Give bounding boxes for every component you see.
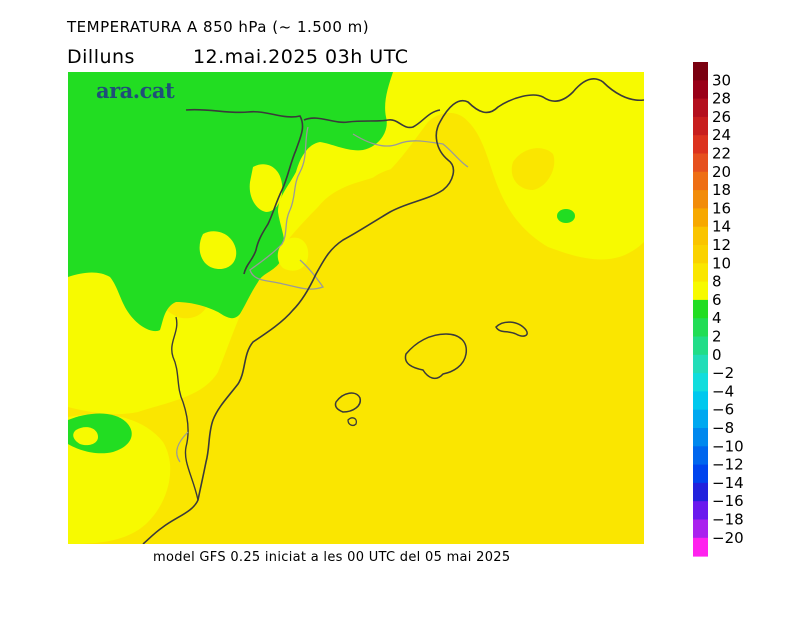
legend-label: 24 [712,126,731,144]
legend-label: 26 [712,108,731,126]
temp-band-4-6 [68,72,393,332]
legend-color-step [693,464,708,484]
legend-label: 16 [712,199,731,217]
legend-label: −20 [712,529,744,547]
legend-label: −10 [712,437,744,455]
forecast-datetime: Dilluns 12.mai.2025 03h UTC [67,46,408,68]
legend-color-step [693,135,708,154]
legend-label: −18 [712,511,744,529]
temp-band-6-8 [249,164,283,212]
legend-label: 12 [712,236,731,254]
legend-label: 10 [712,254,731,272]
legend-label: 18 [712,181,731,199]
legend-color-step [693,153,708,173]
legend-label: −4 [712,382,734,400]
legend-color-step [693,98,708,118]
temperature-map [68,72,644,544]
island-ibiza [334,392,362,413]
island-formentera [347,417,358,427]
legend-color-step [693,190,708,209]
legend-label: −12 [712,456,744,474]
temp-cell-4-6 [73,427,98,446]
legend-label: 8 [712,273,722,291]
map-title: TEMPERATURA A 850 hPa (~ 1.500 m) [67,18,370,36]
legend-color-step [693,62,708,81]
legend-label: 0 [712,346,722,364]
model-info: model GFS 0.25 iniciat a les 00 UTC del … [153,550,511,565]
legend-color-step [693,501,708,520]
border-line [185,108,441,275]
legend-label: −6 [712,401,734,419]
legend-color-step [693,263,708,283]
region-border [249,126,469,290]
legend-color-step [693,391,708,411]
legend-label: −8 [712,419,734,437]
temp-cell-4-6 [557,209,575,223]
border-line [176,431,189,463]
legend-color-step [693,299,708,319]
forecast-date: 12.mai.2025 03h UTC [192,46,409,68]
legend-label: 14 [712,218,731,236]
legend-label: −2 [712,364,734,382]
border-line [171,316,199,501]
legend-color-step [693,245,708,264]
legend-label: 30 [712,71,731,89]
legend-color-step [693,281,708,301]
coastline [142,78,644,544]
legend-label: 4 [712,309,722,327]
legend-color-step [693,226,708,246]
island-menorca [495,321,528,337]
legend-color-step [693,171,708,191]
temp-band-6-8 [277,237,309,271]
legend-color-step [693,336,708,356]
legend-color-step [693,409,708,429]
legend-color-step [693,482,708,502]
temp-band-8-10 [511,148,555,190]
legend-color-step [693,116,708,136]
legend-label: −16 [712,492,744,510]
legend-label: 20 [712,163,731,181]
island-mallorca [404,333,468,380]
legend-label: −14 [712,474,744,492]
legend-color-step [693,446,708,466]
legend-label: 2 [712,328,722,346]
legend-color-step [693,373,708,392]
legend-color-step [693,537,708,557]
legend-color-step [693,208,708,228]
forecast-day: Dilluns [67,46,135,68]
legend-color-step [693,354,708,374]
legend-color-step [693,318,708,337]
legend-color-step [693,80,708,100]
legend-label: 28 [712,90,731,108]
temp-band-8-10 [368,167,429,204]
color-legend: 302826242220181614121086420−2−4−6−8−10−1… [693,62,744,557]
legend-color-step [693,428,708,447]
legend-label: 6 [712,291,722,309]
aracat-logo[interactable]: ara.cat [96,78,175,103]
legend-color-step [693,519,708,539]
legend-label: 22 [712,145,731,163]
temp-band-6-8 [199,231,237,270]
temp-band-6-8 [531,78,644,240]
